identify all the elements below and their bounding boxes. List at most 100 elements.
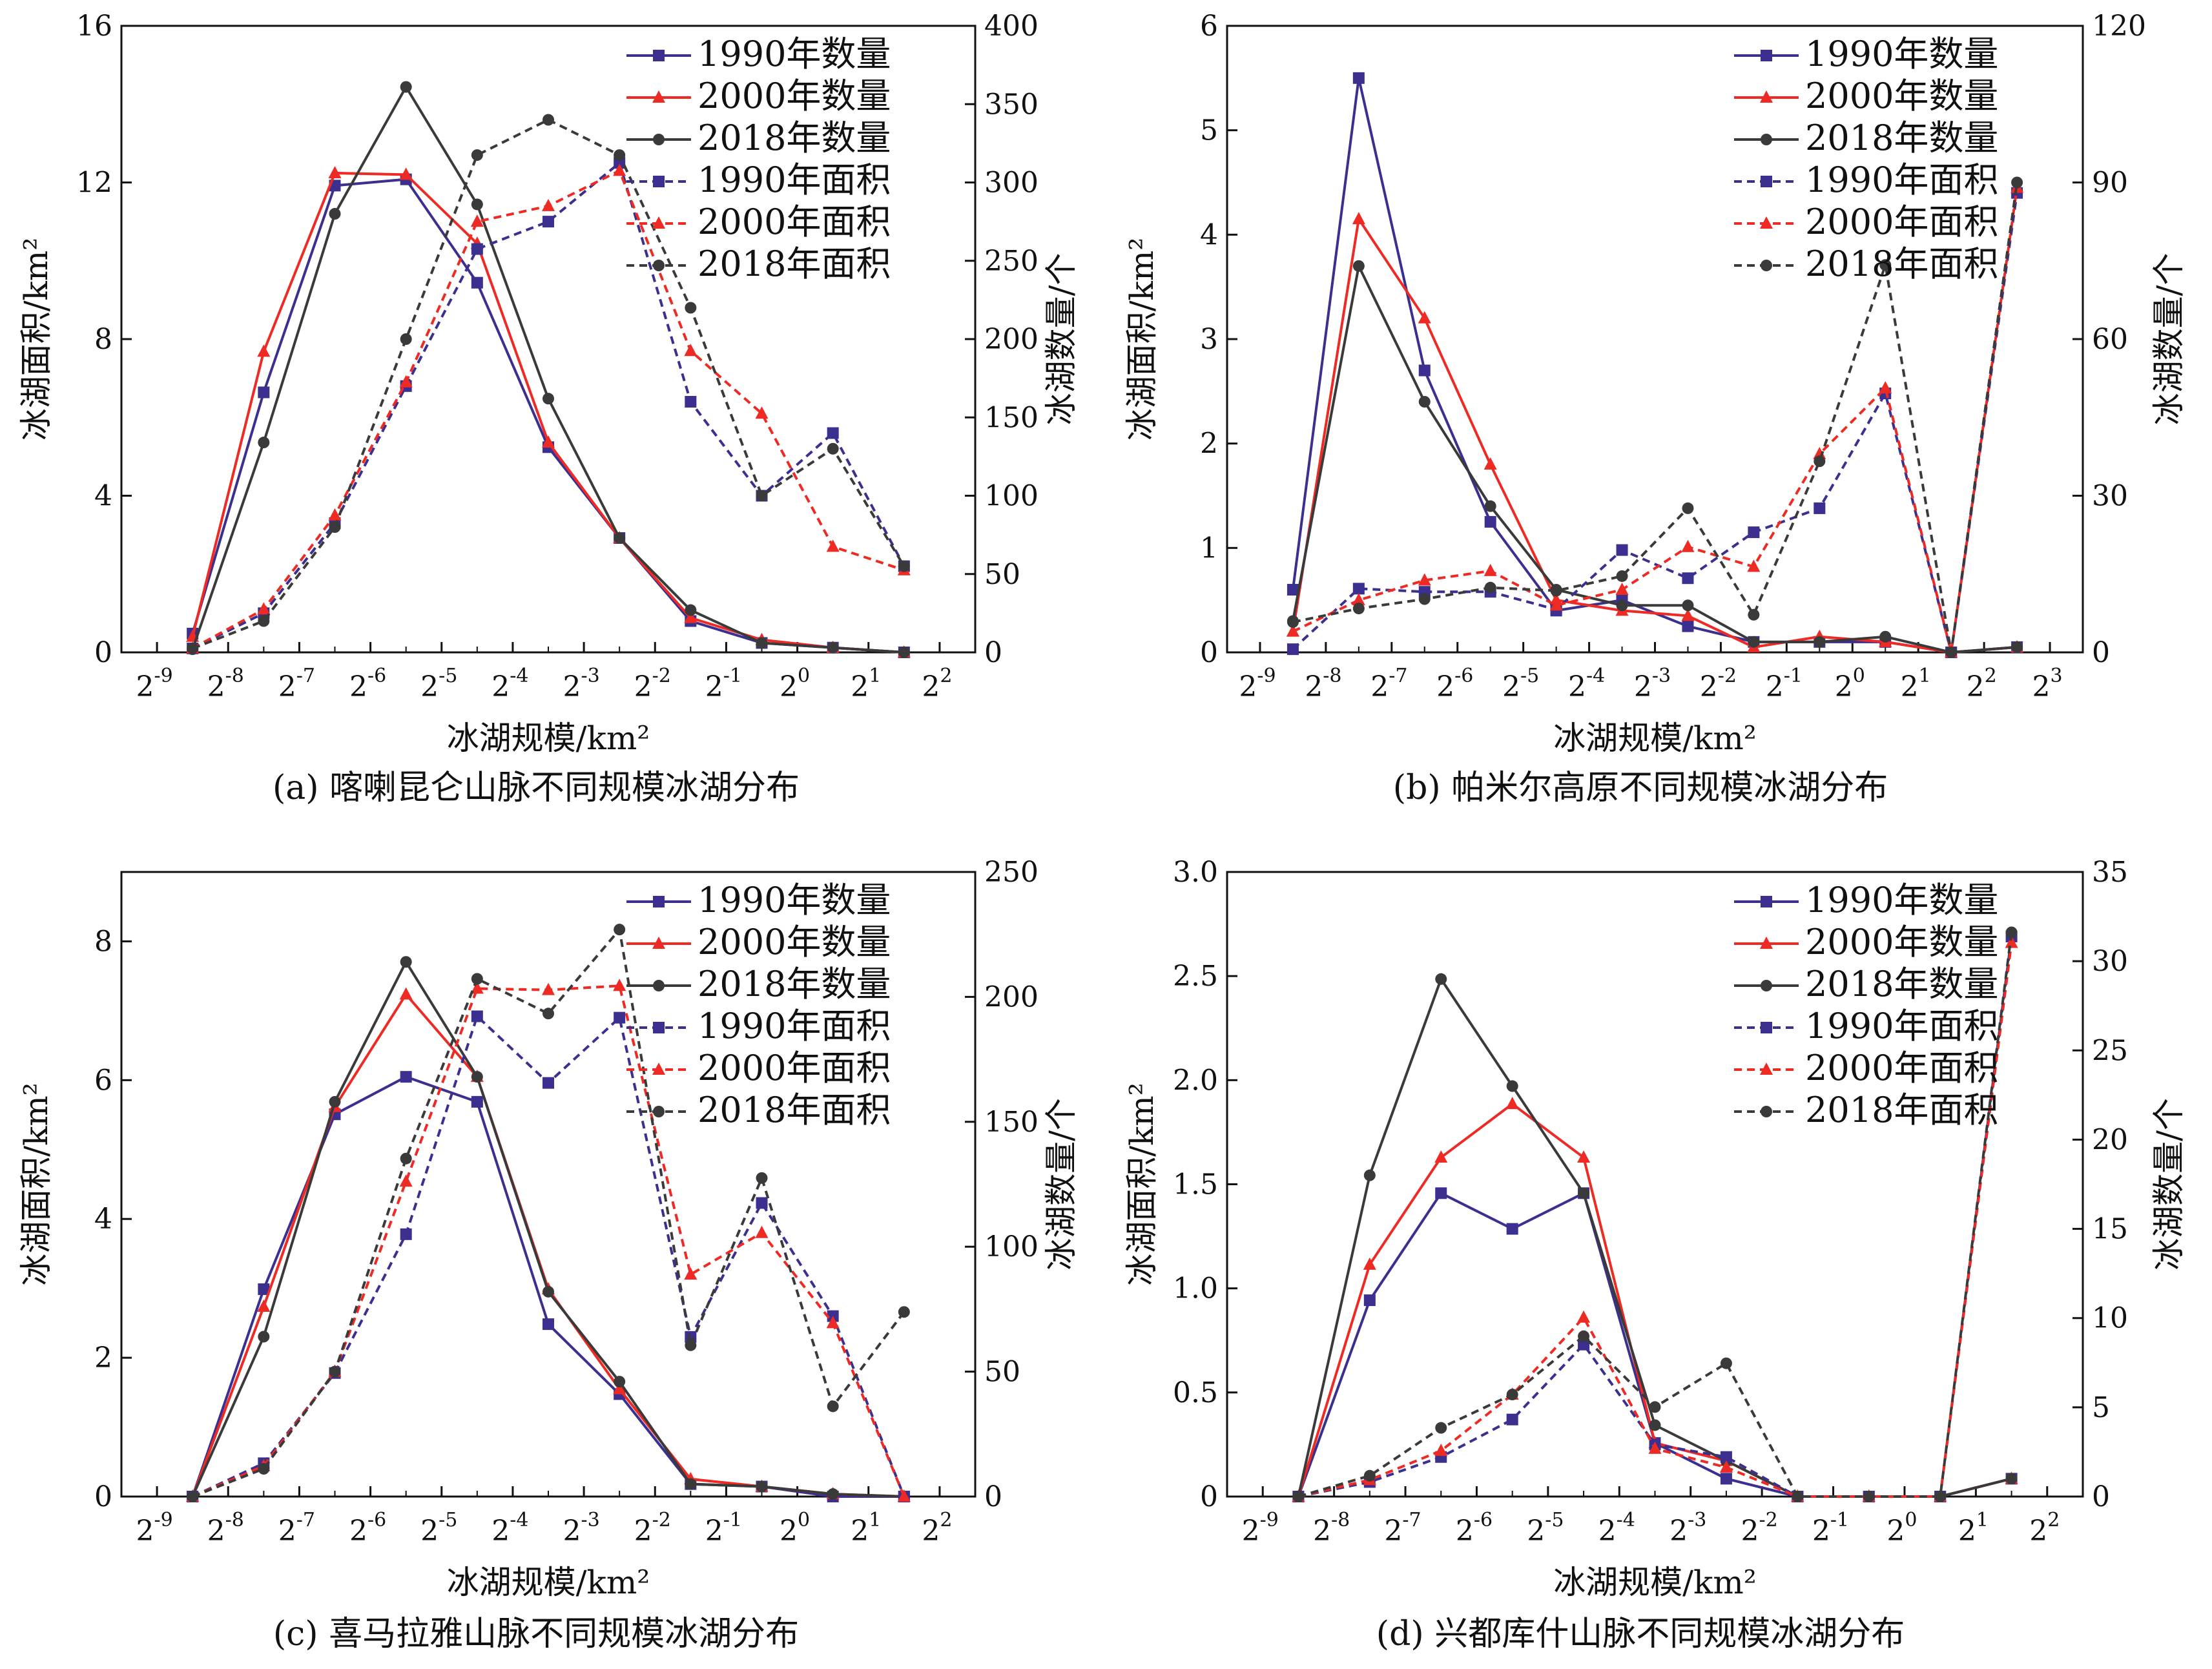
legend-label: 1990年面积 xyxy=(1805,160,1998,200)
series-point xyxy=(1352,583,1365,595)
legend-label: 1990年面积 xyxy=(1805,1006,1998,1046)
series-point xyxy=(399,167,413,180)
y2-axis-title: 冰湖数量/个 xyxy=(2150,1098,2187,1270)
x-tick-label: 2-6 xyxy=(349,1509,386,1548)
series-point xyxy=(1363,1469,1376,1482)
series-point xyxy=(2005,926,2018,938)
y2-tick-label: 150 xyxy=(984,401,1039,434)
legend-label: 2000年数量 xyxy=(698,922,891,962)
series-point xyxy=(1682,502,1694,514)
series-point xyxy=(1363,1257,1376,1270)
series-point xyxy=(1577,1310,1591,1323)
series-point xyxy=(653,260,665,271)
legend-label: 1990年数量 xyxy=(698,34,891,74)
y2-tick-label: 25 xyxy=(2092,1034,2128,1067)
y-tick-label: 1 xyxy=(1200,532,1218,565)
series-point xyxy=(1578,1330,1590,1342)
series-point xyxy=(1760,1063,1773,1075)
series-point xyxy=(1761,1106,1772,1117)
series-point xyxy=(614,149,626,161)
series-point xyxy=(1748,636,1760,648)
y2-axis-title: 冰湖数量/个 xyxy=(1042,1098,1080,1270)
series-point xyxy=(756,1197,768,1209)
y2-tick-label: 20 xyxy=(2092,1123,2128,1156)
y2-tick-label: 250 xyxy=(984,245,1039,278)
series-line xyxy=(1292,192,2019,653)
series-point xyxy=(1720,1473,1732,1485)
series-point xyxy=(1649,1401,1661,1413)
y-tick-label: 0 xyxy=(1200,636,1218,669)
series-point xyxy=(1934,1491,1947,1502)
legend-label: 2018年数量 xyxy=(698,964,891,1004)
legend-label: 2018年面积 xyxy=(698,1090,891,1130)
y2-tick-label: 60 xyxy=(2092,323,2128,356)
series-line xyxy=(192,169,905,650)
series-point xyxy=(653,50,665,61)
series-point xyxy=(1363,1169,1376,1181)
series-point xyxy=(1761,260,1772,271)
x-tick-label: 2-4 xyxy=(491,665,528,703)
x-tick-label: 2-1 xyxy=(1812,1509,1849,1548)
series-point xyxy=(685,396,697,408)
series-point xyxy=(653,1106,665,1117)
series-point xyxy=(400,956,412,968)
series-point xyxy=(1287,643,1299,656)
series-point xyxy=(613,979,626,991)
series-point xyxy=(653,1022,665,1033)
series-point xyxy=(1682,620,1694,632)
series-point xyxy=(826,539,840,552)
series-point xyxy=(756,1172,768,1184)
x-tick-label: 2-1 xyxy=(705,665,742,703)
x-tick-label: 2-8 xyxy=(207,1509,244,1548)
y2-tick-label: 30 xyxy=(2092,480,2128,513)
x-tick-label: 2-3 xyxy=(563,665,599,703)
series-point xyxy=(1813,446,1826,459)
series-point xyxy=(1484,581,1496,594)
y-tick-label: 4 xyxy=(1200,218,1218,251)
series-point xyxy=(329,521,341,533)
series-point xyxy=(898,1306,910,1318)
series-point xyxy=(471,243,483,255)
legend-label: 2000年面积 xyxy=(1805,1048,1998,1088)
x-tick-label: 2-9 xyxy=(136,1509,172,1548)
y2-tick-label: 0 xyxy=(984,636,1002,669)
y-tick-label: 16 xyxy=(76,10,112,43)
series-point xyxy=(1549,598,1563,611)
x-axis-title: 冰湖规模/km² xyxy=(1553,720,1757,757)
y2-tick-label: 10 xyxy=(2092,1302,2128,1335)
chart-panel-2: 2-9 2-8 2-7 2-6 2-5 2-4 2-3 2-2 2-1 20 21 22 0 2 4 6 8 0 5… xyxy=(17,856,1080,1653)
x-tick-label: 2-7 xyxy=(1384,1509,1421,1548)
series-point xyxy=(1550,585,1562,597)
x-axis-title: 冰湖规模/km² xyxy=(447,1564,650,1601)
series-point xyxy=(684,344,698,357)
series-0 xyxy=(1292,1187,2018,1502)
series-line xyxy=(1292,187,2019,653)
x-tick-label: 2-2 xyxy=(634,1509,671,1548)
series-point xyxy=(756,490,768,502)
series-point xyxy=(2011,641,2023,653)
series-point xyxy=(1418,573,1431,586)
x-tick-label: 2-2 xyxy=(1700,665,1737,703)
series-point xyxy=(1577,1150,1591,1163)
series-point xyxy=(258,615,270,627)
x-tick-label: 20 xyxy=(1886,1509,1917,1548)
series-point xyxy=(1863,1491,1875,1502)
x-axis-title: 冰湖规模/km² xyxy=(1553,1564,1757,1601)
y-tick-label: 6 xyxy=(94,1064,112,1097)
legend-label: 1990年面积 xyxy=(698,1006,891,1046)
y2-axis-title: 冰湖数量/个 xyxy=(2150,253,2187,426)
series-point xyxy=(1792,1491,1804,1502)
series-point xyxy=(1578,1187,1590,1199)
legend-label: 2018年面积 xyxy=(1805,244,1998,284)
legend-label: 2018年面积 xyxy=(698,244,891,284)
chart-panel-3: 2-9 2-8 2-7 2-6 2-5 2-4 2-3 2-2 2-1 20 21 22 0 0.5 1.0… xyxy=(1123,856,2187,1653)
series-point xyxy=(1286,624,1299,637)
series-point xyxy=(470,981,484,994)
series-line xyxy=(192,160,905,650)
series-point xyxy=(399,375,413,388)
series-point xyxy=(1761,896,1772,907)
series-point xyxy=(470,214,484,227)
series-line xyxy=(1292,182,2019,653)
series-point xyxy=(1484,500,1496,512)
x-tick-label: 20 xyxy=(780,1509,810,1548)
